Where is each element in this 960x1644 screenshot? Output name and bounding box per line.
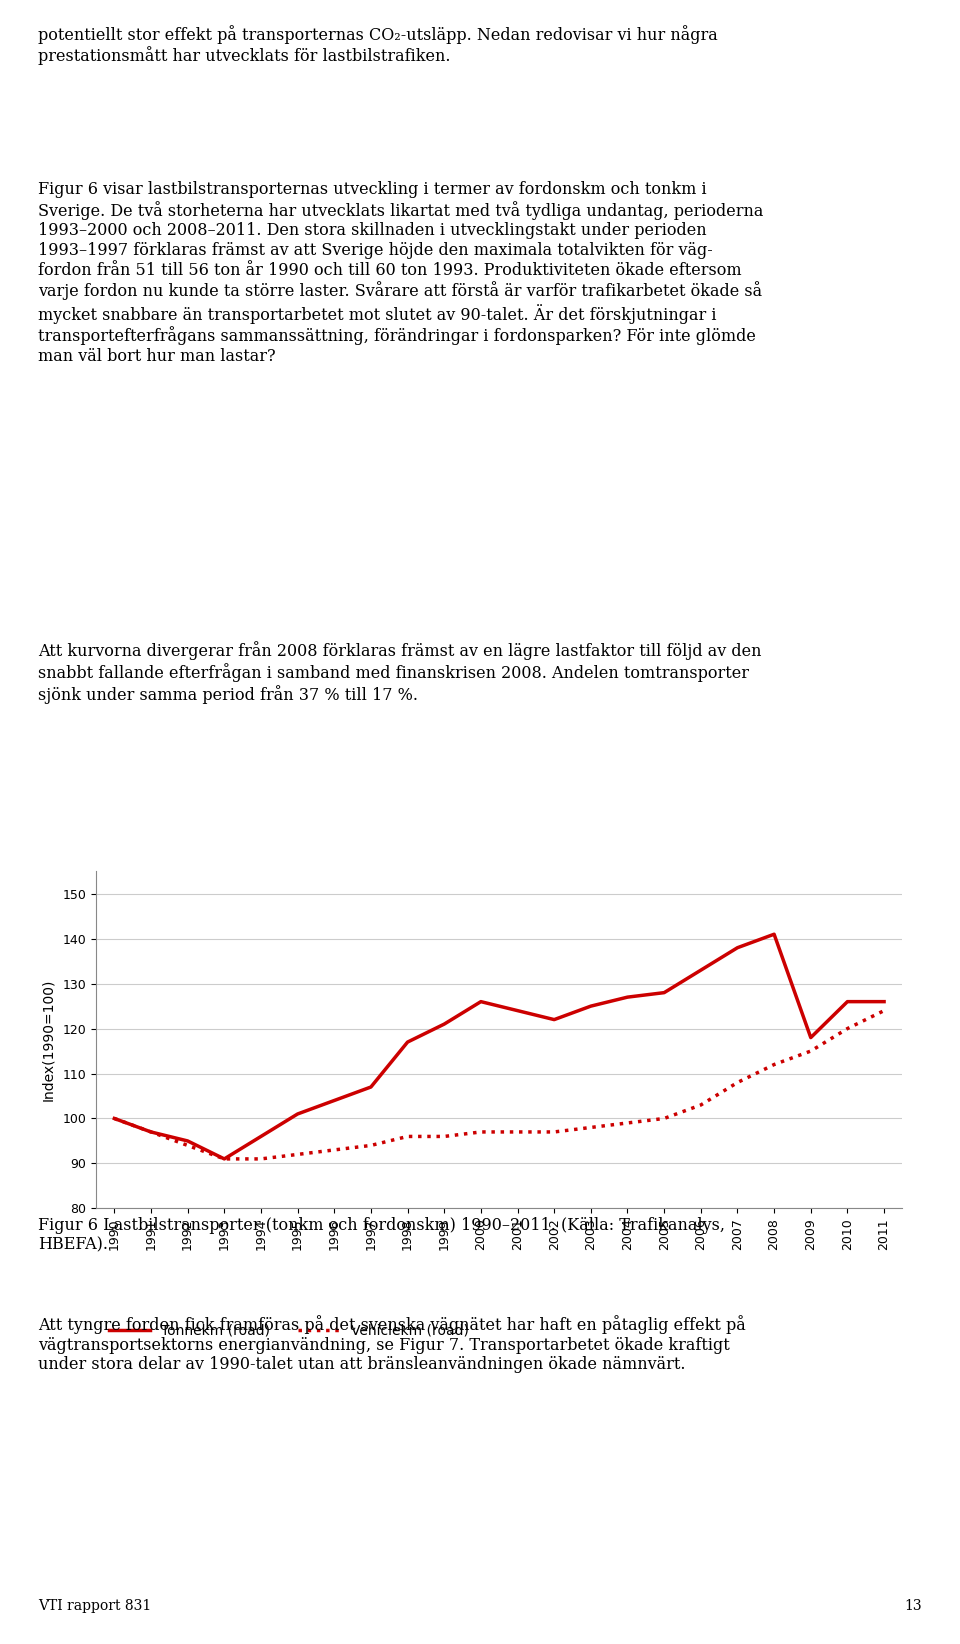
Vehiclekm (road) <box>805 1041 817 1060</box>
Text: 13: 13 <box>904 1600 922 1613</box>
Tonnekm (road) <box>512 1001 523 1021</box>
Text: Figur 6 Lastbilstransporter (tonkm och fordonskm) 1990–2011. (Källa: Trafikanaly: Figur 6 Lastbilstransporter (tonkm och f… <box>38 1217 726 1253</box>
Tonnekm (road) <box>768 924 780 944</box>
Text: VTI rapport 831: VTI rapport 831 <box>38 1600 152 1613</box>
Vehiclekm (road) <box>255 1149 267 1169</box>
Vehiclekm (road) <box>402 1126 414 1146</box>
Vehiclekm (road) <box>585 1118 596 1138</box>
Tonnekm (road) <box>695 960 707 980</box>
Legend: Tonnekm (road), Vehiclekm (road): Tonnekm (road), Vehiclekm (road) <box>103 1318 474 1343</box>
Text: Figur 6 visar lastbilstransporternas utveckling i termer av fordonskm och tonkm : Figur 6 visar lastbilstransporternas utv… <box>38 181 764 365</box>
Vehiclekm (road) <box>145 1123 156 1143</box>
Vehiclekm (road) <box>842 1019 853 1039</box>
Tonnekm (road) <box>255 1126 267 1146</box>
Tonnekm (road) <box>181 1131 193 1151</box>
Tonnekm (road) <box>622 988 634 1008</box>
Vehiclekm (road) <box>365 1136 376 1156</box>
Vehiclekm (road) <box>439 1126 450 1146</box>
Tonnekm (road) <box>842 991 853 1011</box>
Tonnekm (road) <box>805 1028 817 1047</box>
Text: Att kurvorna divergerar från 2008 förklaras främst av en lägre lastfaktor till f: Att kurvorna divergerar från 2008 förkla… <box>38 641 762 704</box>
Tonnekm (road) <box>439 1014 450 1034</box>
Tonnekm (road) <box>659 983 670 1003</box>
Vehiclekm (road) <box>659 1108 670 1128</box>
Tonnekm (road) <box>585 996 596 1016</box>
Y-axis label: Index(1990=100): Index(1990=100) <box>41 978 56 1101</box>
Vehiclekm (road) <box>878 1001 890 1021</box>
Tonnekm (road) <box>108 1108 120 1128</box>
Text: potentiellt stor effekt på transporternas CO₂-utsläpp. Nedan redovisar vi hur nå: potentiellt stor effekt på transporterna… <box>38 25 718 66</box>
Vehiclekm (road) <box>328 1139 340 1159</box>
Vehiclekm (road) <box>768 1055 780 1075</box>
Tonnekm (road) <box>878 991 890 1011</box>
Tonnekm (road) <box>145 1123 156 1143</box>
Tonnekm (road) <box>292 1105 303 1124</box>
Tonnekm (road) <box>732 937 743 957</box>
Line: Tonnekm (road): Tonnekm (road) <box>114 934 884 1159</box>
Vehiclekm (road) <box>548 1123 560 1143</box>
Tonnekm (road) <box>219 1149 230 1169</box>
Tonnekm (road) <box>402 1032 414 1052</box>
Vehiclekm (road) <box>475 1123 487 1143</box>
Vehiclekm (road) <box>292 1144 303 1164</box>
Tonnekm (road) <box>365 1077 376 1097</box>
Vehiclekm (road) <box>622 1113 634 1133</box>
Vehiclekm (road) <box>695 1095 707 1115</box>
Tonnekm (road) <box>475 991 487 1011</box>
Vehiclekm (road) <box>219 1149 230 1169</box>
Text: Att tyngre fordon fick framföras på det svenska vägnätet har haft en påtaglig ef: Att tyngre fordon fick framföras på det … <box>38 1315 746 1373</box>
Vehiclekm (road) <box>732 1072 743 1092</box>
Vehiclekm (road) <box>108 1108 120 1128</box>
Line: Vehiclekm (road): Vehiclekm (road) <box>114 1011 884 1159</box>
Tonnekm (road) <box>548 1009 560 1029</box>
Vehiclekm (road) <box>181 1136 193 1156</box>
Vehiclekm (road) <box>512 1123 523 1143</box>
Tonnekm (road) <box>328 1090 340 1110</box>
